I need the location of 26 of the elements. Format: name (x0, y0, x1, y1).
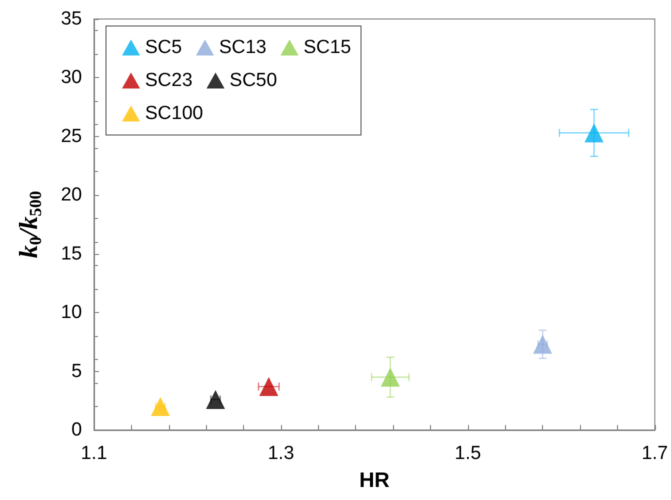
point (533, 334, 552, 354)
x-tick-label: 1.3 (268, 443, 294, 464)
legend-label: SC23 (145, 70, 193, 91)
point (206, 390, 226, 409)
legend-label: SC13 (218, 37, 266, 58)
point (150, 397, 170, 416)
y-tick-label: 15 (60, 243, 82, 264)
x-tick-label: 1.7 (642, 443, 668, 464)
point (380, 368, 400, 387)
x-tick-label: 1.1 (80, 443, 108, 464)
y-tick-label: 0 (71, 420, 82, 440)
y-tick-label: 30 (60, 67, 82, 88)
legend-label: SC100 (145, 103, 204, 124)
y-tick-label: 5 (71, 360, 82, 382)
y-tick-label: 35 (60, 8, 82, 30)
y-tick-label: 25 (60, 126, 82, 147)
y-tick-label: 20 (60, 184, 82, 206)
y-tick-label: 10 (60, 302, 82, 324)
legend-label: SC5 (145, 37, 182, 58)
point (259, 377, 278, 396)
x-tick-label: 1.5 (454, 443, 482, 464)
legend-label: SC15 (303, 37, 352, 58)
legend-label: SC50 (230, 70, 278, 91)
point (584, 123, 604, 142)
x-axis-title: HR (359, 469, 390, 492)
y-axis-title: k0/k500 (14, 190, 45, 258)
